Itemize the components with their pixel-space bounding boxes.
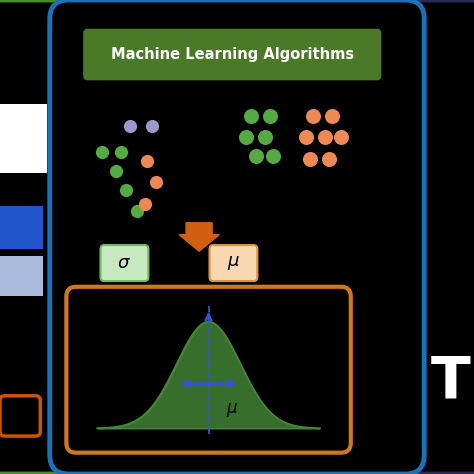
- Point: [321, 134, 328, 141]
- Point: [134, 207, 141, 215]
- Point: [117, 148, 125, 155]
- FancyBboxPatch shape: [66, 287, 351, 453]
- FancyBboxPatch shape: [210, 245, 257, 281]
- FancyBboxPatch shape: [0, 104, 47, 173]
- Point: [337, 134, 345, 141]
- Point: [302, 134, 310, 141]
- FancyBboxPatch shape: [0, 206, 43, 249]
- Text: $\mu$: $\mu$: [226, 401, 238, 419]
- Point: [148, 122, 155, 129]
- FancyBboxPatch shape: [0, 256, 43, 296]
- Text: Machine Learning Algorithms: Machine Learning Algorithms: [111, 46, 354, 62]
- Point: [127, 122, 134, 129]
- FancyBboxPatch shape: [84, 29, 381, 80]
- FancyBboxPatch shape: [0, 0, 73, 474]
- Point: [122, 186, 129, 193]
- Point: [266, 112, 274, 120]
- Point: [307, 155, 314, 163]
- Point: [262, 134, 269, 141]
- Text: $\sigma$: $\sigma$: [132, 383, 145, 401]
- Point: [112, 167, 120, 174]
- Point: [141, 200, 148, 208]
- FancyBboxPatch shape: [0, 396, 40, 436]
- Text: $\sigma$: $\sigma$: [118, 254, 131, 272]
- Text: T: T: [430, 353, 470, 410]
- Point: [309, 112, 317, 120]
- Point: [98, 148, 106, 155]
- Point: [328, 112, 336, 120]
- FancyBboxPatch shape: [401, 0, 474, 474]
- FancyBboxPatch shape: [100, 245, 148, 281]
- Point: [243, 134, 250, 141]
- FancyBboxPatch shape: [50, 0, 424, 474]
- Point: [269, 153, 276, 160]
- FancyArrow shape: [179, 223, 219, 251]
- Point: [252, 153, 260, 160]
- Point: [153, 179, 160, 186]
- Point: [247, 112, 255, 120]
- Point: [326, 155, 333, 163]
- Text: $\mu$: $\mu$: [227, 254, 240, 272]
- Point: [143, 157, 151, 165]
